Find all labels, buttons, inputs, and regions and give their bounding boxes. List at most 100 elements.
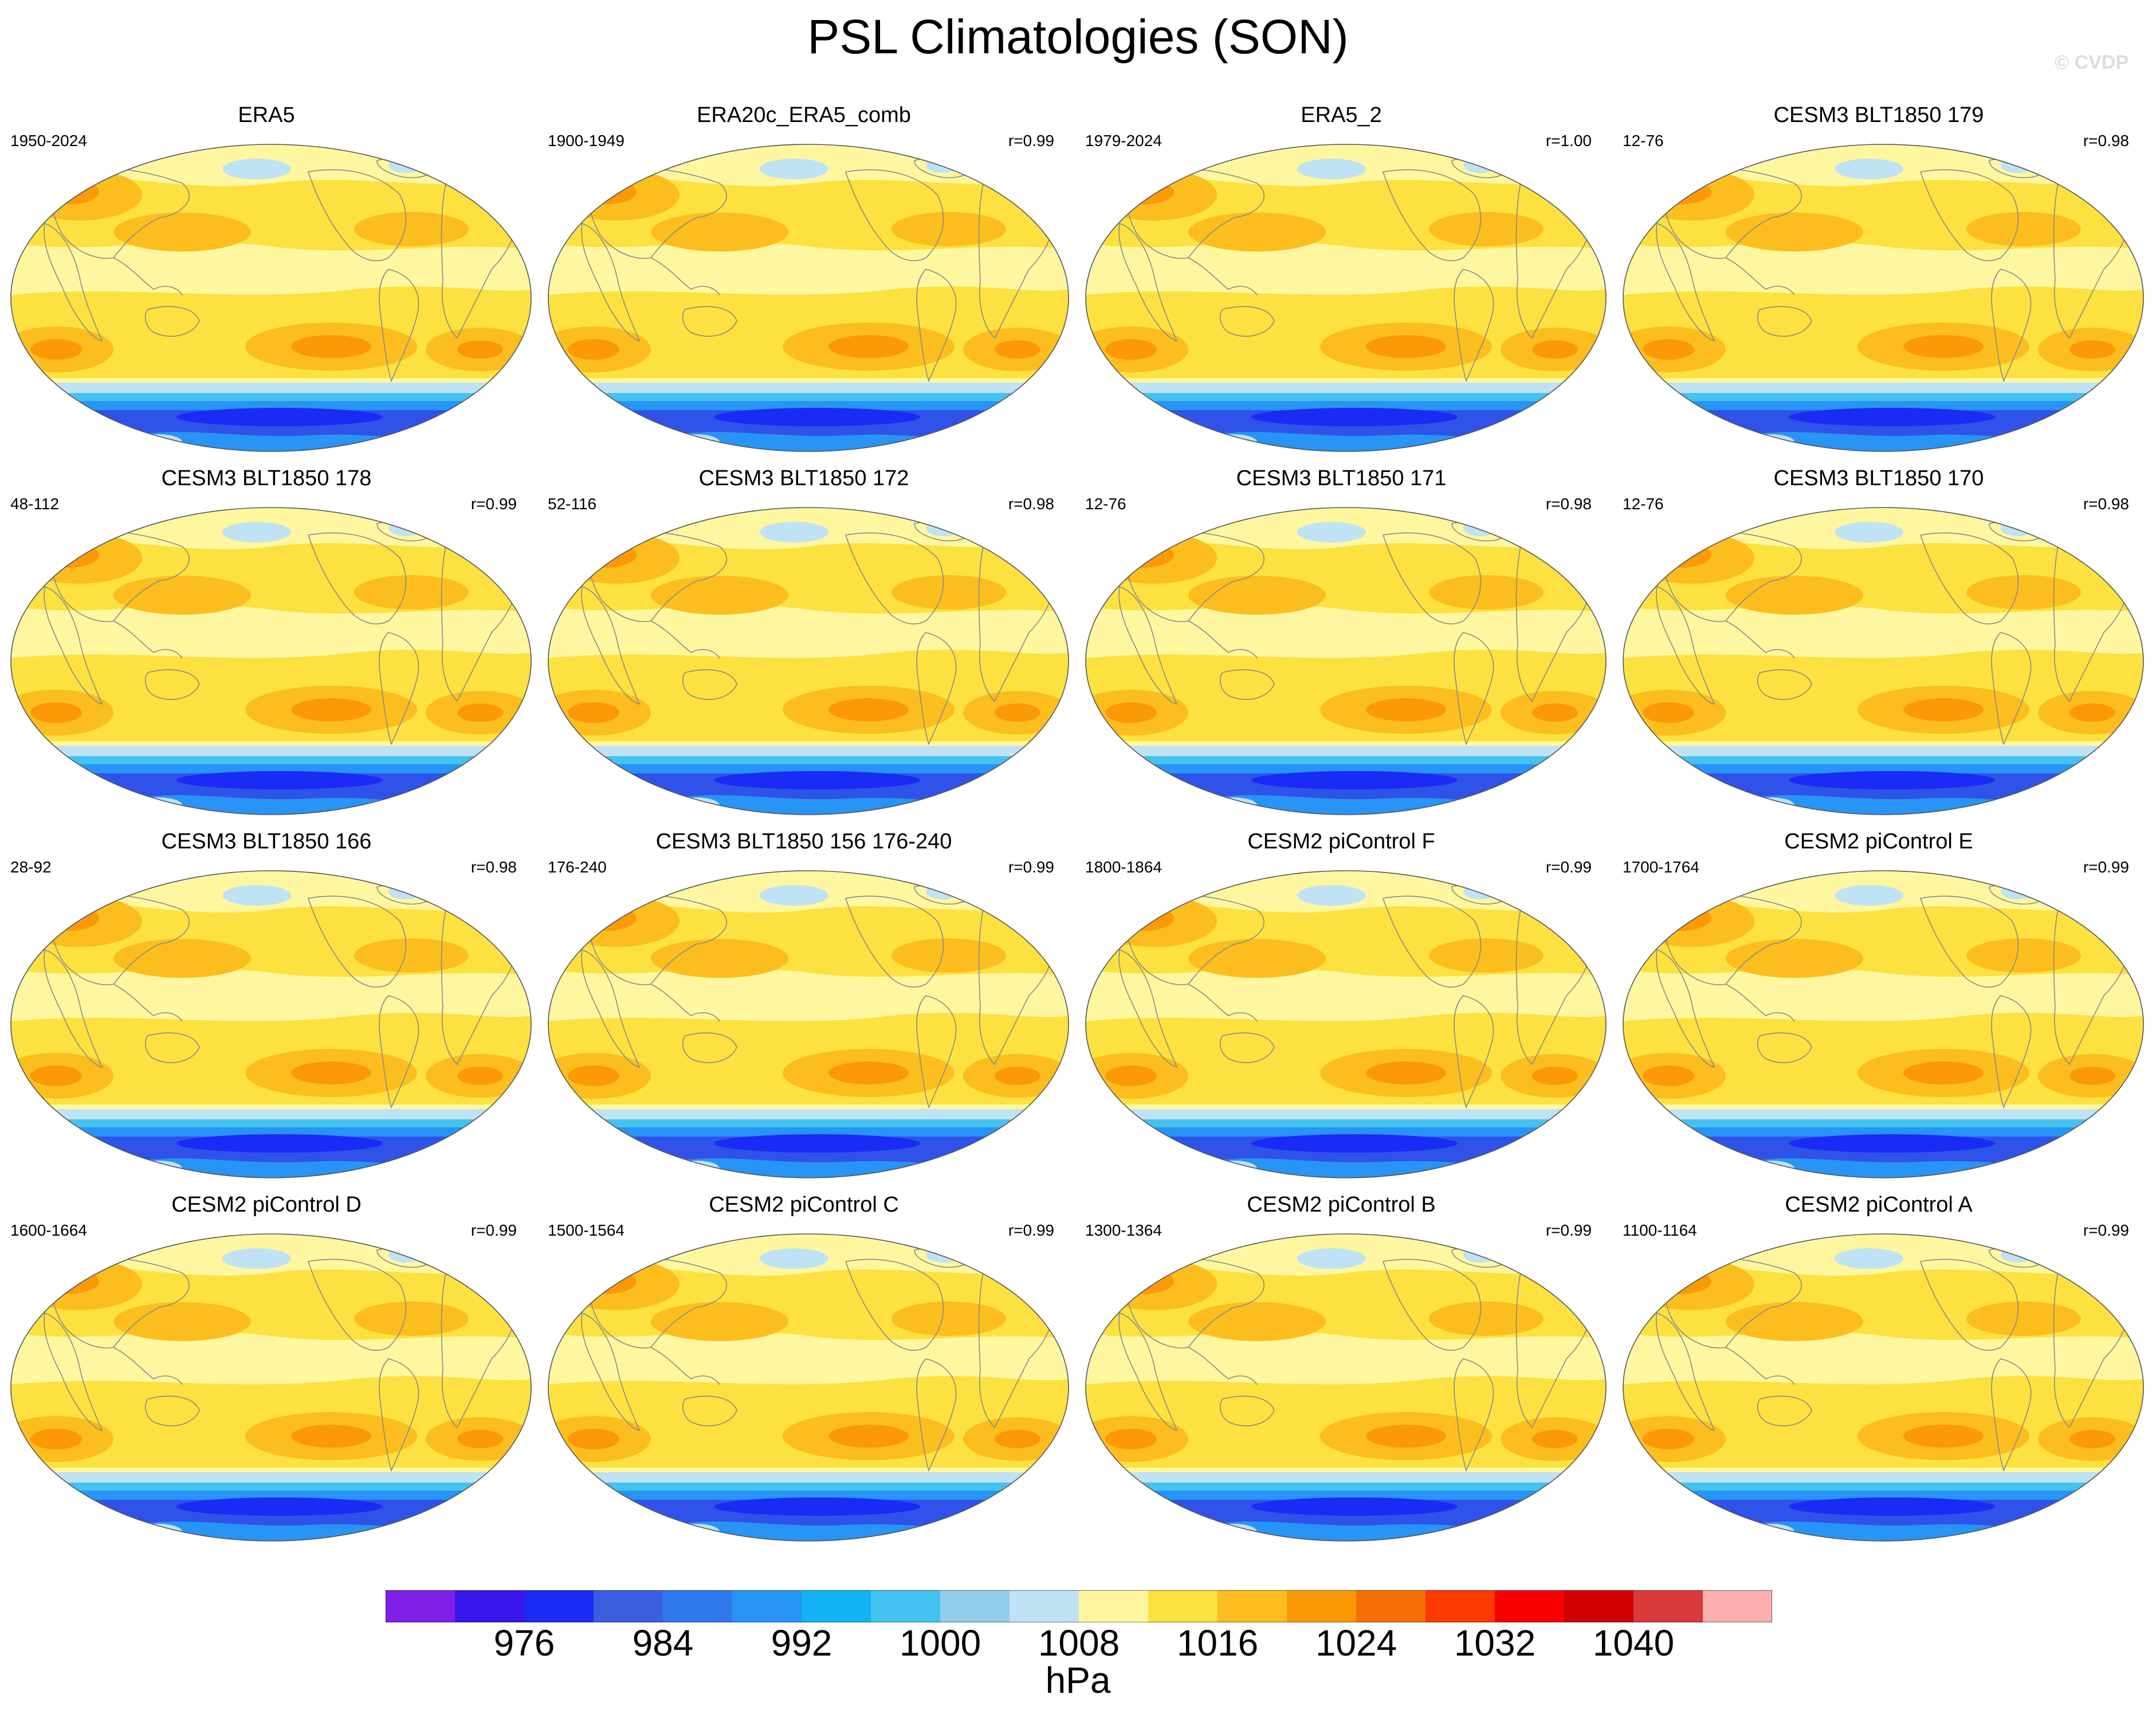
colorbar-tick-label: 976	[493, 1622, 555, 1664]
panel-title: ERA5	[238, 103, 295, 127]
psl-map	[1623, 1233, 2144, 1542]
panel-title: CESM3 BLT1850 170	[1773, 466, 1984, 490]
panel-years: 1900-1949	[548, 132, 625, 150]
psl-map	[10, 507, 532, 815]
panel-pattern-correlation: r=1.00	[1545, 132, 1592, 150]
panel-years: 1700-1764	[1623, 858, 1699, 876]
panel-years: 1950-2024	[10, 132, 87, 150]
colorbar-units: hPa	[1045, 1660, 1111, 1701]
colorbar-swatch	[1425, 1590, 1495, 1622]
panel-pattern-correlation: r=0.99	[1008, 132, 1054, 150]
panel-years: 28-92	[10, 858, 52, 876]
panel-pattern-correlation: r=0.99	[2083, 1221, 2129, 1239]
panel-title: ERA20c_ERA5_comb	[697, 103, 911, 127]
panel-pattern-correlation: r=0.98	[2083, 495, 2129, 513]
panel-pattern-correlation: r=0.99	[2083, 858, 2129, 876]
panel-pattern-correlation: r=0.99	[1008, 858, 1054, 876]
map-panel: CESM2 piControl E 1700-1764 r=0.99	[1612, 828, 2145, 1184]
panel-pattern-correlation: r=0.99	[1545, 1221, 1592, 1239]
colorbar-swatch	[1079, 1590, 1148, 1622]
panel-pattern-correlation: r=0.98	[470, 858, 517, 876]
panel-title: CESM3 BLT1850 178	[161, 466, 372, 490]
figure-title: PSL Climatologies (SON)	[807, 10, 1349, 64]
map-panel: CESM3 BLT1850 156 176-240 176-240 r=0.99	[537, 828, 1070, 1184]
psl-map	[1085, 144, 1607, 452]
panel-years: 1300-1364	[1085, 1221, 1162, 1239]
colorbar-swatch	[524, 1590, 594, 1622]
psl-map	[548, 1233, 1069, 1542]
panel-years: 12-76	[1623, 495, 1664, 513]
panel-years: 176-240	[548, 858, 607, 876]
colorbar	[386, 1590, 1772, 1622]
colorbar-tick-label: 984	[632, 1622, 694, 1664]
colorbar-tick-label: 1016	[1176, 1622, 1259, 1664]
psl-map	[548, 870, 1069, 1178]
colorbar-swatch	[940, 1590, 1010, 1622]
map-panel: CESM2 piControl F 1800-1864 r=0.99	[1075, 828, 1608, 1184]
psl-map	[10, 144, 532, 452]
psl-map	[1085, 870, 1607, 1178]
colorbar-tick-label: 992	[771, 1622, 832, 1664]
panel-title: CESM3 BLT1850 172	[698, 466, 909, 490]
map-panel: CESM2 piControl D 1600-1664 r=0.99	[0, 1192, 533, 1547]
colorbar-swatch	[871, 1590, 940, 1622]
panel-years: 1600-1664	[10, 1221, 87, 1239]
colorbar-tick-label: 1008	[1038, 1622, 1120, 1664]
panel-pattern-correlation: r=0.99	[1545, 858, 1592, 876]
panel-title: CESM2 piControl B	[1247, 1193, 1436, 1217]
panel-pattern-correlation: r=0.99	[1008, 1221, 1054, 1239]
colorbar-swatch	[663, 1590, 732, 1622]
map-panel: ERA20c_ERA5_comb 1900-1949 r=0.99	[537, 102, 1070, 457]
map-panel: CESM2 piControl A 1100-1164 r=0.99	[1612, 1192, 2145, 1547]
colorbar-swatch	[1148, 1590, 1218, 1622]
colorbar-swatch	[594, 1590, 663, 1622]
map-panel: CESM3 BLT1850 179 12-76 r=0.98	[1612, 102, 2145, 457]
panel-title: CESM3 BLT1850 179	[1773, 103, 1984, 127]
map-panel: CESM3 BLT1850 171 12-76 r=0.98	[1075, 465, 1608, 820]
panel-title: ERA5_2	[1301, 103, 1382, 127]
panel-title: CESM2 piControl C	[709, 1193, 899, 1217]
panel-title: CESM2 piControl E	[1784, 830, 1973, 854]
colorbar-swatch	[1356, 1590, 1425, 1622]
colorbar-tick-label: 1032	[1454, 1622, 1536, 1664]
map-panel: CESM2 piControl B 1300-1364 r=0.99	[1075, 1192, 1608, 1547]
psl-map	[1085, 1233, 1607, 1542]
panel-title: CESM2 piControl A	[1785, 1193, 1973, 1217]
panel-years: 12-76	[1623, 132, 1664, 150]
map-panel: CESM3 BLT1850 170 12-76 r=0.98	[1612, 465, 2145, 820]
psl-map	[1623, 507, 2144, 815]
panel-pattern-correlation: r=0.99	[470, 495, 517, 513]
colorbar-swatch	[732, 1590, 802, 1622]
panel-title: CESM3 BLT1850 156 176-240	[655, 830, 952, 854]
colorbar-swatch	[1218, 1590, 1287, 1622]
panel-years: 48-112	[10, 495, 60, 513]
colorbar-swatch	[802, 1590, 871, 1622]
panel-pattern-correlation: r=0.99	[470, 1221, 517, 1239]
panel-title: CESM2 piControl F	[1247, 830, 1435, 854]
psl-map	[1623, 144, 2144, 452]
panel-years: 1100-1164	[1623, 1221, 1697, 1239]
map-panel: CESM3 BLT1850 166 28-92 r=0.98	[0, 828, 533, 1184]
cvdp-watermark: © CVDP	[2055, 52, 2128, 73]
psl-map	[10, 870, 532, 1178]
map-panel: ERA5 1950-2024	[0, 102, 533, 457]
colorbar-tick-label: 1024	[1315, 1622, 1397, 1664]
colorbar-swatch	[1564, 1590, 1633, 1622]
psl-map	[1085, 507, 1607, 815]
map-panel: CESM3 BLT1850 178 48-112 r=0.99	[0, 465, 533, 820]
colorbar-swatch	[1633, 1590, 1703, 1622]
panel-years: 1979-2024	[1085, 132, 1162, 150]
map-panel: CESM2 piControl C 1500-1564 r=0.99	[537, 1192, 1070, 1547]
map-panel: CESM3 BLT1850 172 52-116 r=0.98	[537, 465, 1070, 820]
panel-years: 12-76	[1085, 495, 1126, 513]
colorbar-tick-label: 1040	[1592, 1622, 1675, 1664]
colorbar-swatch	[455, 1590, 524, 1622]
panel-title: CESM2 piControl D	[171, 1193, 362, 1217]
panel-title: CESM3 BLT1850 171	[1236, 466, 1447, 490]
panel-years: 1500-1564	[548, 1221, 625, 1239]
colorbar-swatch	[1703, 1590, 1772, 1622]
panel-pattern-correlation: r=0.98	[2083, 132, 2129, 150]
panel-years: 52-116	[548, 495, 597, 513]
psl-map	[548, 507, 1069, 815]
psl-map	[10, 1233, 532, 1542]
